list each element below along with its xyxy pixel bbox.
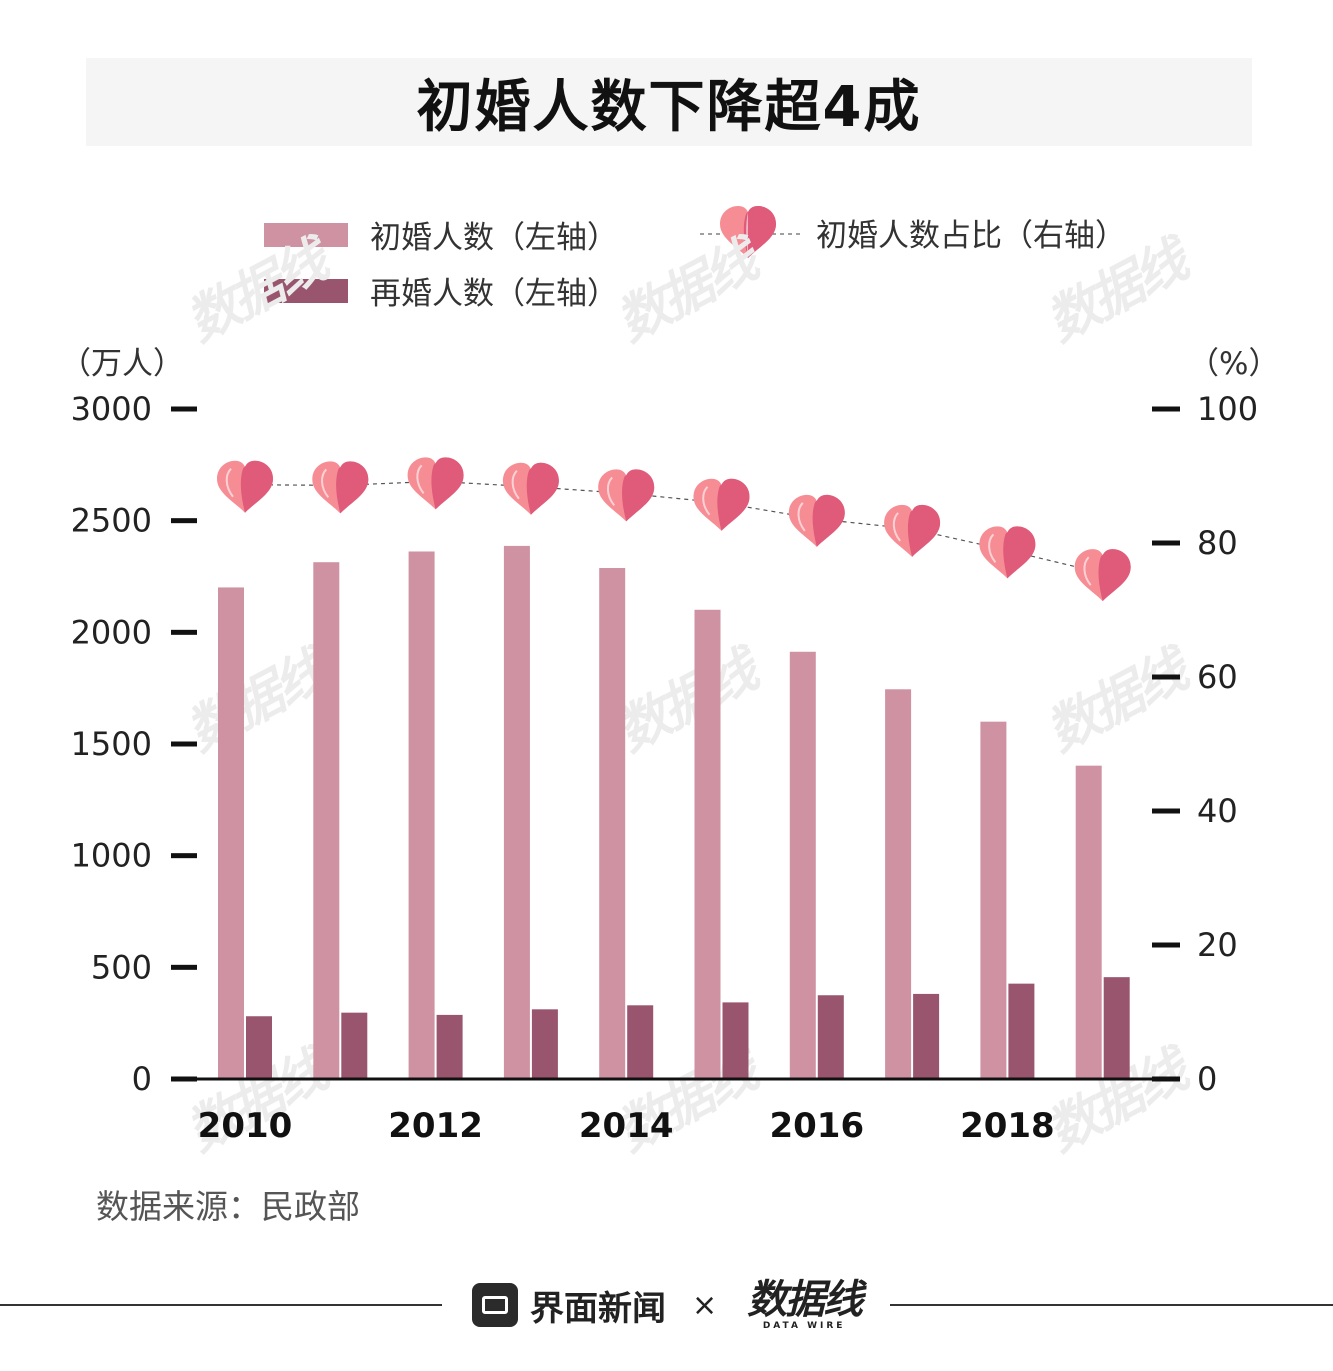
ratio-heart-marker — [884, 504, 941, 557]
bar-first-marriage — [885, 689, 912, 1079]
right-tick-label: 20 — [1197, 926, 1238, 964]
footer-divider-left — [0, 1304, 442, 1306]
datawire-logo-sub: DATA WIRE — [762, 1320, 846, 1331]
left-tick-mark — [171, 853, 197, 859]
ratio-line — [244, 480, 1103, 574]
left-tick-mark — [171, 629, 197, 635]
right-tick-mark — [1152, 406, 1180, 412]
legend-swatch-first — [264, 222, 348, 247]
x-tick-label: 2018 — [960, 1106, 1055, 1146]
left-tick-label: 2000 — [71, 613, 152, 651]
jiemian-logo-icon — [472, 1283, 518, 1327]
legend-label-first: 初婚人数（左轴） — [370, 220, 618, 256]
legend-heart-icon — [720, 206, 776, 258]
left-axis-unit: （万人） — [60, 346, 184, 382]
legend-item-remarriage: 再婚人数（左轴） — [264, 268, 618, 313]
left-tick-label: 500 — [91, 948, 152, 986]
left-tick-label: 3000 — [71, 390, 152, 428]
right-tick-label: 40 — [1197, 792, 1238, 830]
bar-first-marriage — [218, 587, 244, 1079]
bar-first-marriage — [1075, 765, 1102, 1079]
ratio-heart-marker — [502, 462, 559, 515]
right-axis-unit: （%） — [1188, 346, 1279, 382]
left-tick-mark — [171, 518, 197, 524]
left-tick-mark — [171, 406, 197, 412]
bar-first-marriage — [503, 545, 530, 1079]
legend-item-first-marriage: 初婚人数（左轴） — [264, 212, 618, 257]
bar-remarriage — [722, 1002, 749, 1079]
data-source: 数据来源：民政部 — [96, 1187, 360, 1226]
left-tick-label: 1500 — [71, 725, 152, 763]
right-tick-mark — [1152, 674, 1180, 680]
chart-plot: （万人） 3000 2500 2000 1500 1000 500 0 （%） 100 80 60 40… — [60, 346, 1279, 1146]
footer-times: × — [692, 1287, 718, 1323]
ratio-heart-marker — [979, 526, 1036, 579]
bar-first-marriage — [789, 651, 816, 1079]
right-tick-label: 60 — [1197, 658, 1238, 696]
right-tick-label: 100 — [1197, 390, 1258, 428]
bar-remarriage — [1103, 977, 1130, 1079]
bar-first-marriage — [599, 568, 626, 1079]
legend-item-ratio: 初婚人数占比（右轴） — [700, 204, 1126, 260]
ratio-heart-marker — [217, 460, 273, 513]
legend-heart-line — [700, 206, 800, 258]
x-tick-label: 2010 — [198, 1106, 293, 1146]
legend-swatch-re — [264, 278, 348, 303]
bar-remarriage — [817, 995, 844, 1079]
title-band: 初婚人数下降超4成 — [86, 58, 1252, 146]
legend-label-ratio: 初婚人数占比（右轴） — [816, 217, 1126, 254]
footer-brand: 界面新闻 × 数据线 DATA WIRE — [472, 1276, 863, 1331]
ratio-heart-marker — [312, 461, 369, 514]
right-tick-mark — [1152, 808, 1180, 814]
right-tick-mark — [1152, 942, 1180, 948]
left-tick-label: 0 — [132, 1060, 152, 1098]
x-tick-label: 2014 — [579, 1106, 674, 1146]
bar-remarriage — [341, 1012, 368, 1079]
ratio-heart-marker — [1074, 549, 1131, 602]
bar-remarriage — [913, 993, 940, 1079]
bar-remarriage — [627, 1005, 654, 1079]
right-tick-mark — [1152, 540, 1180, 546]
datawire-logo: 数据线 DATA WIRE — [747, 1276, 863, 1331]
ratio-heart-marker — [693, 478, 750, 531]
ratio-heart-marker — [407, 457, 464, 510]
right-tick-label: 80 — [1197, 524, 1238, 562]
datawire-logo-text: 数据线 — [747, 1276, 863, 1323]
footer-divider-right — [890, 1304, 1333, 1306]
left-tick-mark — [171, 741, 197, 747]
footer-brand-name: 界面新闻 — [530, 1288, 666, 1329]
ratio-heart-marker — [788, 494, 845, 547]
right-tick-label: 0 — [1197, 1060, 1217, 1098]
x-tick-label: 2016 — [769, 1106, 864, 1146]
bar-remarriage — [436, 1014, 463, 1079]
chart-title: 初婚人数下降超4成 — [416, 74, 922, 140]
left-tick-mark — [171, 964, 197, 970]
bar-remarriage — [1008, 983, 1035, 1079]
legend-label-re: 再婚人数（左轴） — [370, 276, 618, 312]
ratio-heart-marker — [598, 469, 655, 522]
x-tick-label: 2012 — [388, 1106, 483, 1146]
bar-first-marriage — [694, 609, 721, 1079]
bar-remarriage — [531, 1009, 558, 1079]
bar-first-marriage — [313, 562, 340, 1079]
bar-remarriage — [246, 1016, 272, 1079]
left-tick-label: 2500 — [71, 502, 152, 540]
bar-first-marriage — [980, 721, 1007, 1079]
left-tick-label: 1000 — [71, 837, 152, 875]
bar-first-marriage — [408, 551, 435, 1079]
x-axis-baseline — [171, 1077, 1180, 1081]
